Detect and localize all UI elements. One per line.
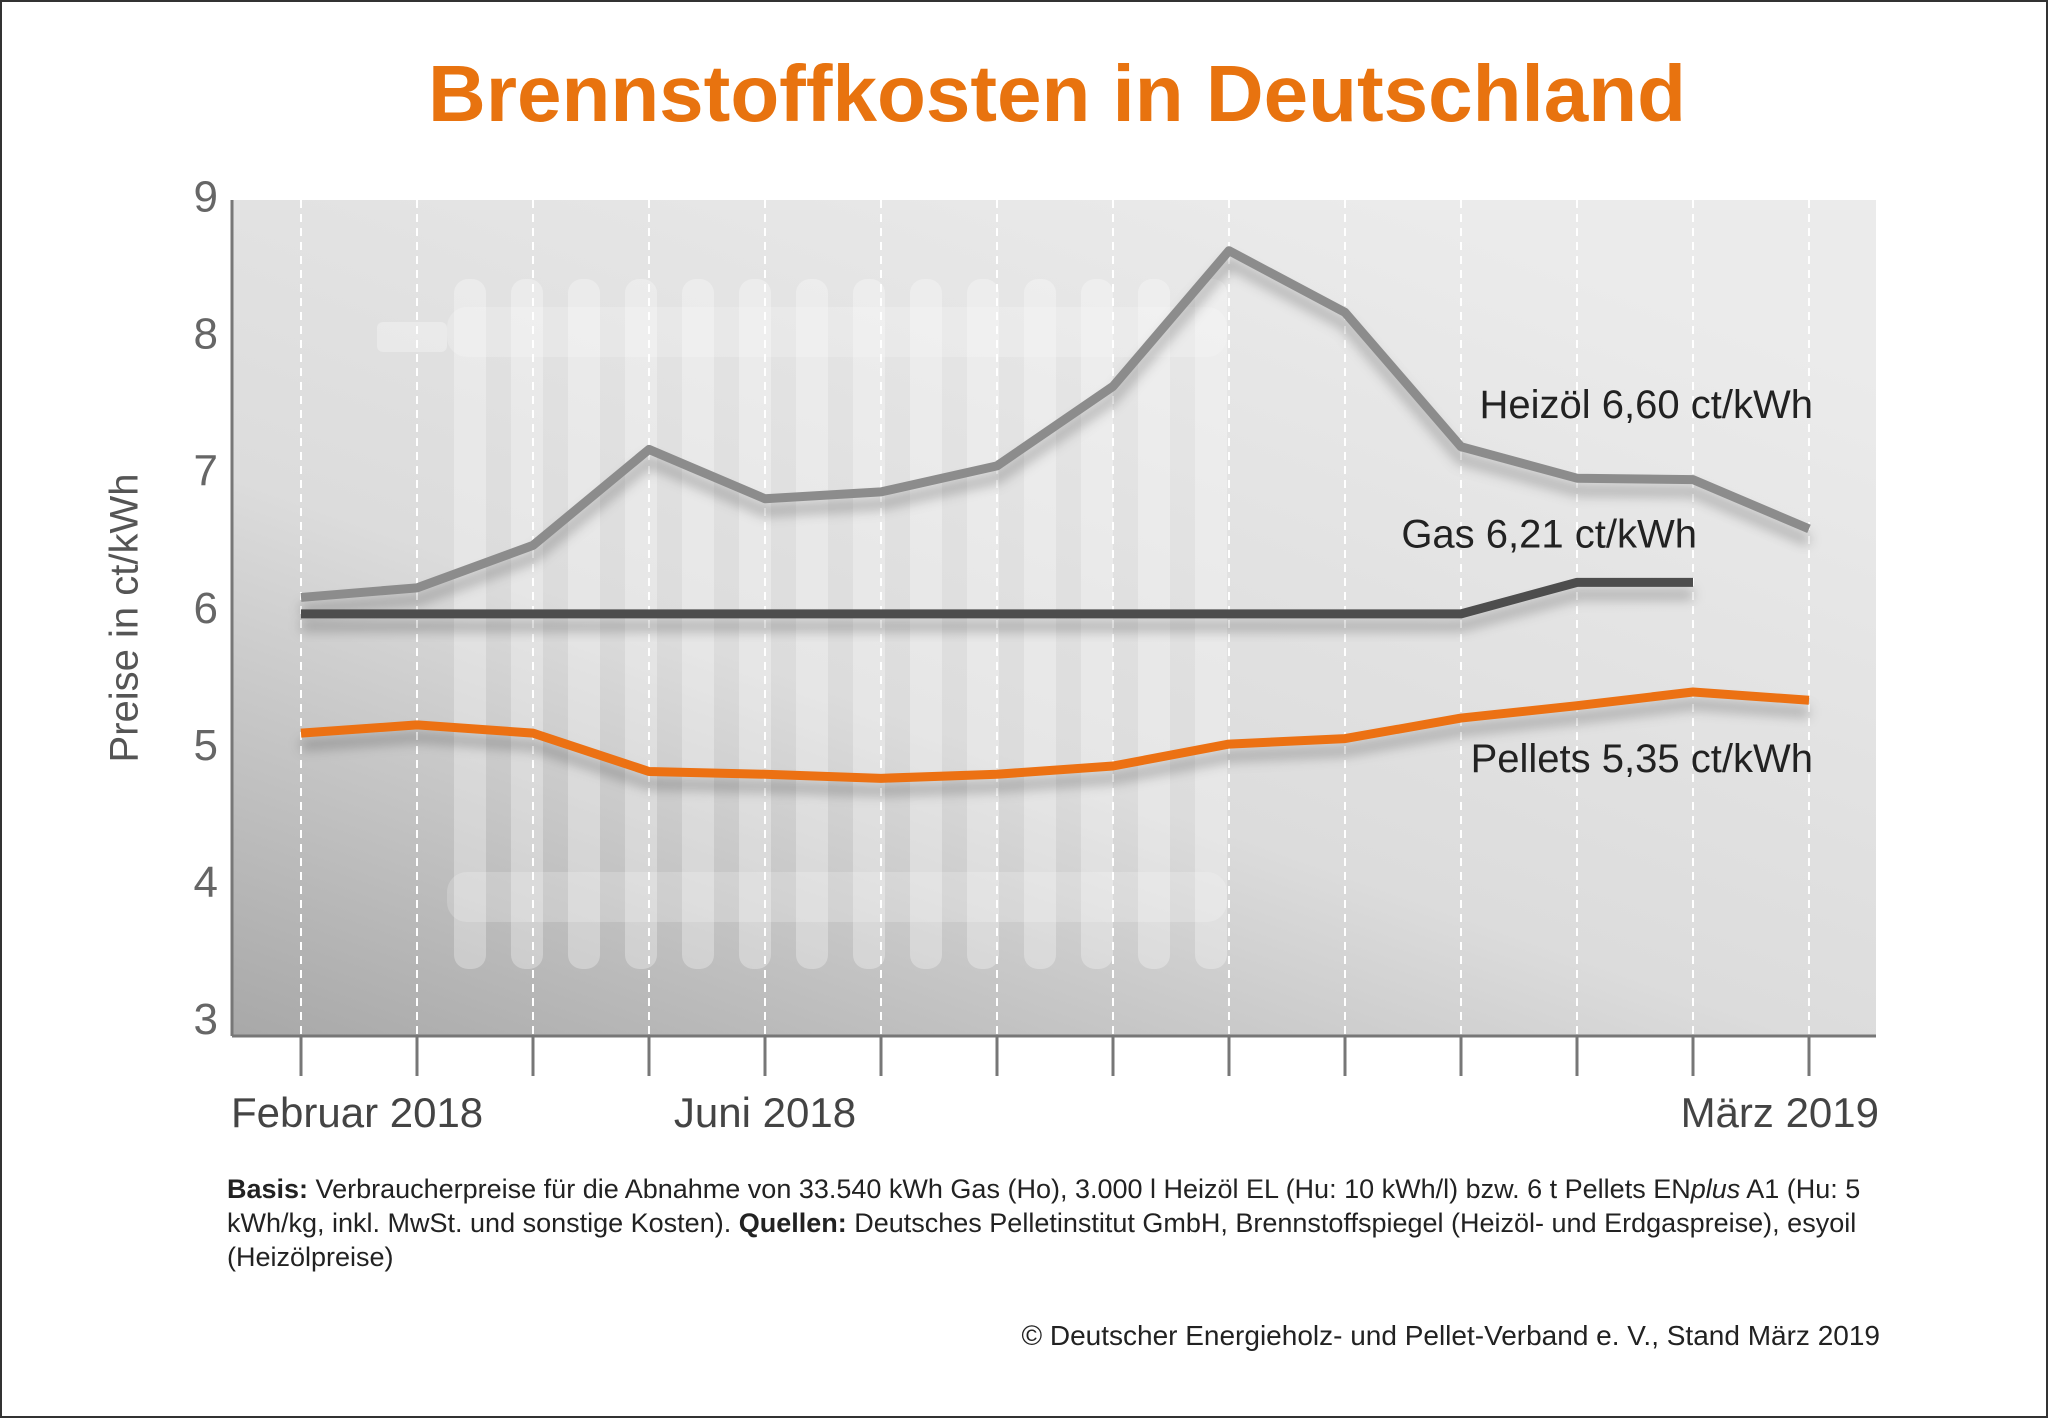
basis-label: Basis: — [227, 1174, 309, 1204]
basis-text: A1 (Hu: 5 kWh/kg, inkl. MwSt. und sonsti… — [227, 1174, 1861, 1238]
series-line — [301, 577, 1693, 619]
y-tick-label: 9 — [194, 173, 218, 222]
chart-title: Brennstoffkosten in Deutschland — [428, 49, 1686, 138]
line-label: Pellets 5,35 ct/kWh — [1471, 737, 1813, 781]
value-label: 6,60 ct/kWh — [1602, 382, 1813, 426]
x-tick-label: Juni 2018 — [674, 1089, 856, 1136]
value-label: 6,21 ct/kWh — [1486, 512, 1697, 556]
y-tick-label: 7 — [194, 447, 218, 496]
value-label: 5,35 ct/kWh — [1602, 737, 1813, 781]
radiator-bar — [447, 872, 1227, 922]
line-label: Gas 6,21 ct/kWh — [1401, 512, 1697, 556]
line-label: Heizöl 6,60 ct/kWh — [1480, 382, 1813, 426]
radiator-bar — [447, 307, 1227, 357]
sources-text: Deutsches Pelletinstitut GmbH, Brennstof… — [227, 1208, 1857, 1272]
basis-text: Verbraucherpreise für die Abnahme von 33… — [308, 1174, 1691, 1204]
y-tick-label: 8 — [194, 310, 218, 359]
plus: plus — [1690, 1174, 1741, 1204]
radiator-decoration — [377, 279, 1227, 969]
footnote: Basis: Verbraucherpreise für die Abnahme… — [227, 1172, 1882, 1274]
line-shadow — [301, 589, 1693, 631]
copyright: © Deutscher Energieholz- und Pellet-Verb… — [1021, 1320, 1880, 1351]
radiator-valve — [377, 322, 447, 352]
series-line — [300, 246, 1811, 602]
sources-label: Quellen: — [738, 1208, 847, 1238]
line-shadow — [300, 698, 1810, 796]
x-tick-label: Februar 2018 — [231, 1089, 483, 1136]
y-tick-label: 6 — [194, 584, 218, 633]
y-tick-label: 3 — [194, 995, 218, 1044]
series-name: Heizöl — [1480, 382, 1591, 426]
y-axis-label: Preise in ct/kWh — [103, 474, 147, 763]
chart: Brennstoffkosten in Deutschland Preise i… — [103, 49, 1879, 1136]
x-tick-label: März 2019 — [1681, 1089, 1879, 1136]
y-tick-label: 4 — [194, 858, 218, 907]
line-shadow — [300, 256, 1811, 615]
series-name: Gas — [1401, 512, 1474, 556]
series-name: Pellets — [1471, 737, 1591, 781]
series-line — [300, 687, 1810, 783]
y-tick-label: 5 — [194, 721, 218, 770]
